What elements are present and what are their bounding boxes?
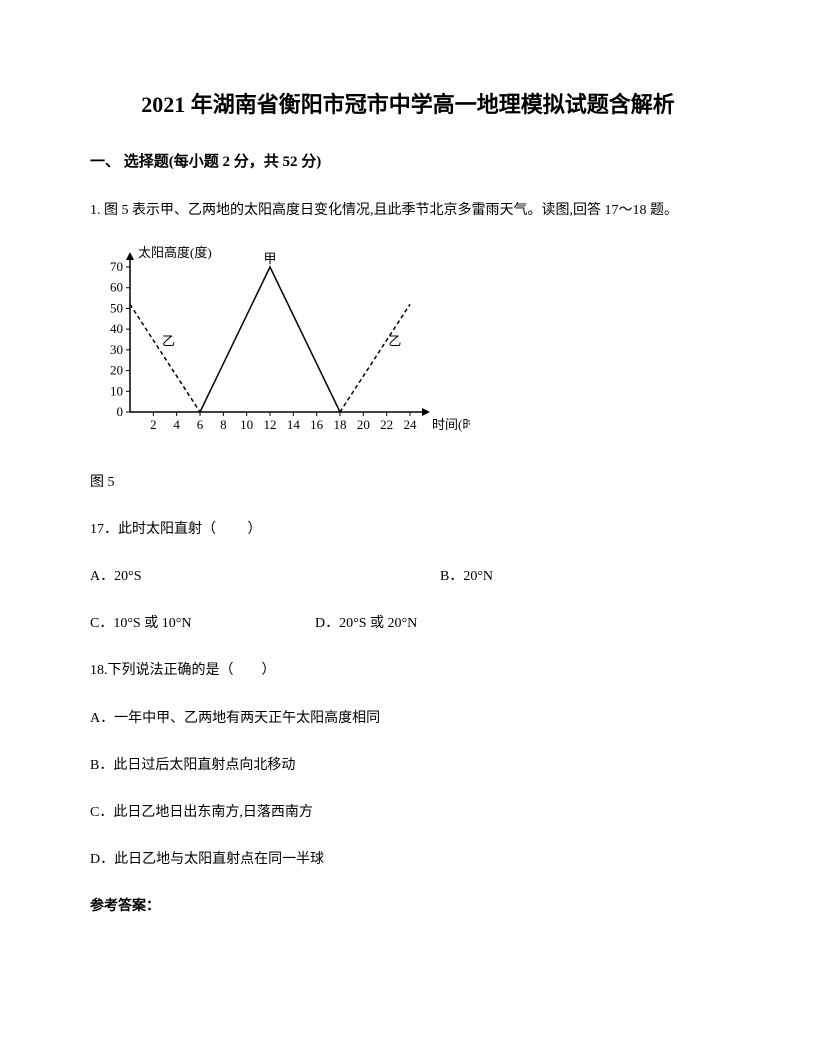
svg-text:70: 70 <box>110 259 123 274</box>
svg-text:20: 20 <box>110 363 123 378</box>
page-title: 2021 年湖南省衡阳市冠市中学高一地理模拟试题含解析 <box>90 90 726 121</box>
svg-text:18: 18 <box>334 417 347 432</box>
svg-text:10: 10 <box>240 417 253 432</box>
question-17-options-row2: C．10°S 或 10°N D．20°S 或 20°N <box>90 611 726 636</box>
svg-text:4: 4 <box>173 417 180 432</box>
svg-text:24: 24 <box>404 417 418 432</box>
question-17-options-row1: A．20°S B．20°N <box>90 564 726 589</box>
svg-text:10: 10 <box>110 384 123 399</box>
question-intro: 1. 图 5 表示甲、乙两地的太阳高度日变化情况,且此季节北京多雷雨天气。读图,… <box>90 198 726 225</box>
q17-option-b: B．20°N <box>440 564 493 589</box>
q18-option-b: B．此日过后太阳直射点向北移动 <box>90 753 726 778</box>
q18-option-a: A．一年中甲、乙两地有两天正午太阳高度相同 <box>90 706 726 731</box>
svg-text:8: 8 <box>220 417 227 432</box>
svg-text:乙: 乙 <box>162 334 175 349</box>
question-17-text: 17．此时太阳直射（ ） <box>90 517 726 542</box>
q17-option-a: A．20°S <box>90 564 330 589</box>
q18-option-d: D．此日乙地与太阳直射点在同一半球 <box>90 847 726 872</box>
svg-text:14: 14 <box>287 417 301 432</box>
svg-text:12: 12 <box>264 417 277 432</box>
chart-container: 01020304050607024681012141618202224太阳高度(… <box>90 242 726 451</box>
svg-text:时间(时): 时间(时) <box>432 417 470 432</box>
q18-option-c: C．此日乙地日出东南方,日落西南方 <box>90 800 726 825</box>
svg-text:16: 16 <box>310 417 324 432</box>
svg-text:太阳高度(度): 太阳高度(度) <box>138 245 212 260</box>
svg-text:60: 60 <box>110 280 123 295</box>
section-header: 一、 选择题(每小题 2 分，共 52 分) <box>90 149 726 176</box>
question-18-text: 18.下列说法正确的是（ ） <box>90 658 726 683</box>
q17-option-d: D．20°S 或 20°N <box>315 611 417 636</box>
figure-label: 图 5 <box>90 470 726 495</box>
svg-text:乙: 乙 <box>388 334 401 349</box>
svg-text:30: 30 <box>110 342 123 357</box>
svg-text:20: 20 <box>357 417 370 432</box>
q17-option-c: C．10°S 或 10°N <box>90 611 265 636</box>
svg-text:甲: 甲 <box>263 251 276 266</box>
svg-text:50: 50 <box>110 301 123 316</box>
answer-header: 参考答案： <box>90 894 726 919</box>
svg-text:6: 6 <box>197 417 204 432</box>
svg-text:22: 22 <box>380 417 393 432</box>
svg-text:2: 2 <box>150 417 157 432</box>
svg-text:0: 0 <box>117 404 124 419</box>
sun-altitude-chart: 01020304050607024681012141618202224太阳高度(… <box>90 242 470 442</box>
svg-text:40: 40 <box>110 322 123 337</box>
